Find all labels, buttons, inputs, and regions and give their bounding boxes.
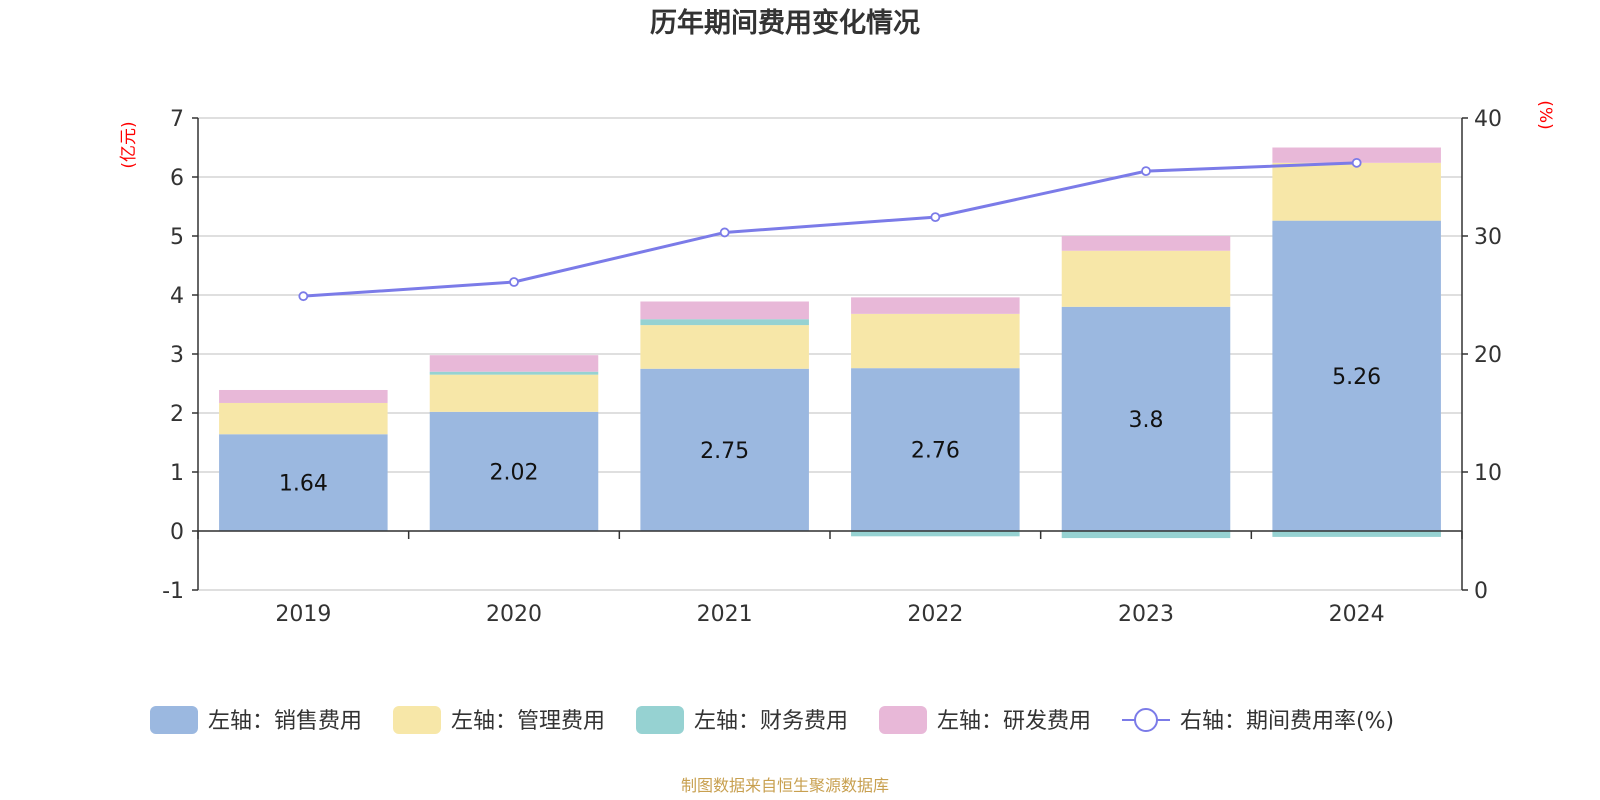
bar-data-label: 1.64 xyxy=(279,472,328,497)
bar-segment-series4 xyxy=(851,297,1020,314)
legend-label: 左轴：研发费用 xyxy=(937,709,1091,734)
line-point xyxy=(298,291,309,302)
bar-segment-series2 xyxy=(640,325,809,369)
bar-segment-series1 xyxy=(640,368,809,531)
right-axis-unit: (%) xyxy=(1535,100,1555,129)
line-path xyxy=(303,161,1357,298)
right-tick-label: 40 xyxy=(1474,107,1502,132)
legend-swatch xyxy=(150,706,198,734)
left-tick-label: 1 xyxy=(170,461,184,486)
bar-segment-series4 xyxy=(219,389,388,403)
bar-segment-series4 xyxy=(429,355,599,372)
bar-segment-series3 xyxy=(851,531,1020,537)
data-labels: 1.64 2.02 2.75 2.76 3.8 5.26 xyxy=(279,365,1381,497)
left-tick-label: 4 xyxy=(170,284,184,309)
bar-segment-series3 xyxy=(640,319,809,326)
right-tick-label: 0 xyxy=(1474,579,1488,604)
bar-segment-series3 xyxy=(1061,531,1231,539)
left-tick-label: -1 xyxy=(162,579,184,604)
bar-data-label: 2.75 xyxy=(700,439,749,464)
x-tick-label: 2019 xyxy=(275,602,331,627)
line-series-group xyxy=(298,157,1362,302)
left-tick-label: 0 xyxy=(170,520,184,545)
legend-swatch xyxy=(393,706,441,734)
right-tick-label: 30 xyxy=(1474,225,1502,250)
line-point xyxy=(1141,166,1151,177)
bar-segment-series4 xyxy=(1061,236,1231,251)
left-axis-unit: (亿元) xyxy=(119,121,139,168)
bar-segment-series1 xyxy=(1061,306,1231,531)
bar-segment-series1 xyxy=(219,434,388,531)
bar-segment-series2 xyxy=(429,374,599,412)
bar-data-label: 5.26 xyxy=(1332,365,1381,390)
legend-label: 右轴：期间费用率(%) xyxy=(1180,709,1394,734)
bar-segment-series3 xyxy=(429,371,599,375)
bar-segment-series1 xyxy=(1272,220,1441,531)
legend-label: 左轴：销售费用 xyxy=(208,709,362,734)
left-tick-label: 3 xyxy=(170,343,184,368)
bar-segment-series2 xyxy=(851,313,1020,369)
bar-segment-series2 xyxy=(1272,162,1441,221)
x-tick-label: 2023 xyxy=(1118,602,1174,627)
left-tick-label: 6 xyxy=(170,166,184,191)
right-tick-label: 20 xyxy=(1474,343,1502,368)
left-tick-label: 5 xyxy=(170,225,184,250)
legend-label: 左轴：财务费用 xyxy=(694,709,848,734)
source-note: 制图数据来自恒生聚源数据库 xyxy=(681,776,889,795)
grid-lines xyxy=(198,117,1462,591)
bar-segment-series2 xyxy=(1061,250,1231,307)
bar-data-label: 2.02 xyxy=(490,460,539,485)
x-tick-label: 2021 xyxy=(697,602,753,627)
legend-swatch xyxy=(879,706,927,734)
bar-segment-series2 xyxy=(219,402,388,435)
x-tick-label: 2024 xyxy=(1329,602,1385,627)
bar-data-label: 3.8 xyxy=(1129,408,1164,433)
x-tick-label: 2022 xyxy=(907,602,963,627)
line-point xyxy=(930,212,941,223)
bar-segment-series4 xyxy=(1272,147,1441,163)
left-tick-label: 2 xyxy=(170,402,184,427)
left-tick-label: 7 xyxy=(170,107,184,132)
line-point xyxy=(1351,157,1362,168)
legend: 左轴：销售费用 左轴：管理费用 左轴：财务费用 左轴：研发费用 右轴：期间费用率(%) xyxy=(150,706,1394,734)
bar-series-group xyxy=(219,147,1441,539)
x-tick-label: 2020 xyxy=(486,602,542,627)
bar-data-label: 2.76 xyxy=(911,439,960,464)
bar-segment-series3 xyxy=(1272,531,1441,537)
bar-segment-series1 xyxy=(429,411,599,531)
right-tick-label: 10 xyxy=(1474,461,1502,486)
legend-marker xyxy=(1134,708,1158,732)
legend-swatch xyxy=(636,706,684,734)
line-point xyxy=(719,227,730,238)
bar-segment-series1 xyxy=(851,368,1020,531)
bar-segment-series4 xyxy=(640,301,809,320)
chart-title: 历年期间费用变化情况 xyxy=(650,7,920,39)
line-point xyxy=(509,277,519,287)
legend-label: 左轴：管理费用 xyxy=(451,709,605,734)
